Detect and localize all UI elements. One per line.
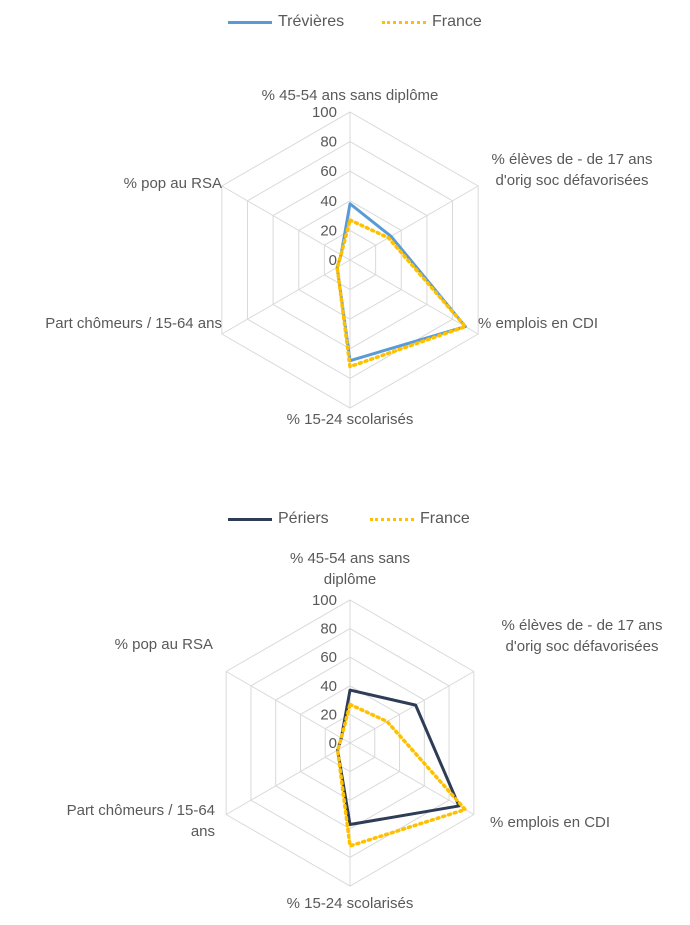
legend-label: Trévières	[278, 13, 345, 30]
grid-spoke	[349, 671, 475, 744]
tick-label: 40	[320, 678, 337, 695]
tick-label: 0	[329, 252, 337, 269]
axis-label: % emplois en CDI	[490, 814, 610, 831]
axis-label: % 45-54 ans sans diplôme	[262, 87, 439, 104]
legend-label: France	[420, 510, 470, 527]
axis-label: Part chômeurs / 15-64 ans	[67, 802, 215, 840]
legend-item-series-1: Périers	[228, 507, 329, 531]
chart-legend: Périers France	[0, 507, 690, 531]
axis-label: % pop au RSA	[124, 175, 222, 192]
tick-label: 60	[320, 649, 337, 666]
tick-label: 80	[320, 134, 337, 151]
legend-label: France	[432, 13, 482, 30]
axis-label: % 45-54 ans sans diplôme	[290, 550, 410, 588]
legend-label: Périers	[278, 510, 329, 527]
tick-label: 100	[312, 592, 337, 609]
grid-spoke	[221, 259, 351, 335]
axis-label: Part chômeurs / 15-64 ans	[45, 315, 222, 332]
tick-label: 100	[312, 104, 337, 121]
axis-label: % 15-24 scolarisés	[287, 895, 414, 912]
legend-swatch-solid	[228, 517, 272, 521]
series-line-2	[335, 702, 467, 848]
grid-spoke	[349, 742, 475, 815]
radar-plot: 0 20 40 60 80 100% 45-54 ans sans diplôme % él…	[45, 87, 653, 428]
axis-label: % 15-24 scolarisés	[287, 411, 414, 428]
legend-swatch-dotted	[370, 517, 414, 521]
series-line-1	[336, 688, 461, 827]
radar-chart-periers: Périers France 0 20 40 60 80 100 % 45-54 ans s…	[0, 460, 690, 925]
radar-chart-trevieres: Trévières France 0 20 40 60 80 100% 45-54 ans…	[0, 0, 690, 460]
tick-label: 60	[320, 163, 337, 180]
grid-spoke	[225, 671, 351, 744]
axis-label: % emplois en CDI	[478, 315, 598, 332]
grid-spoke	[349, 185, 479, 261]
tick-label: 80	[320, 621, 337, 638]
axis-label: % élèves de - de 17 ans d'orig soc défavo…	[492, 151, 653, 189]
tick-label: 40	[320, 193, 337, 210]
chart-legend: Trévières France	[0, 10, 690, 34]
tick-label: 0	[329, 735, 337, 752]
series-line-2	[335, 218, 468, 369]
grid	[221, 111, 479, 409]
axis-label: % élèves de - de 17 ans d'orig soc défavo…	[502, 617, 663, 655]
tick-label: 20	[320, 222, 337, 239]
tick-label: 20	[320, 706, 337, 723]
grid-spoke	[225, 742, 351, 815]
legend-swatch-dotted	[382, 20, 426, 24]
legend-item-series-2: France	[370, 507, 470, 531]
legend-item-series-2: France	[382, 10, 482, 34]
legend-swatch-solid	[228, 20, 272, 24]
grid-spoke	[349, 259, 479, 335]
legend-item-series-1: Trévières	[228, 10, 344, 34]
radar-plot: 0 20 40 60 80 100 % 45-54 ans sans diplôme % élè…	[67, 550, 663, 912]
grid	[225, 599, 475, 887]
grid-spoke	[221, 185, 351, 261]
axis-label: % pop au RSA	[115, 636, 213, 653]
